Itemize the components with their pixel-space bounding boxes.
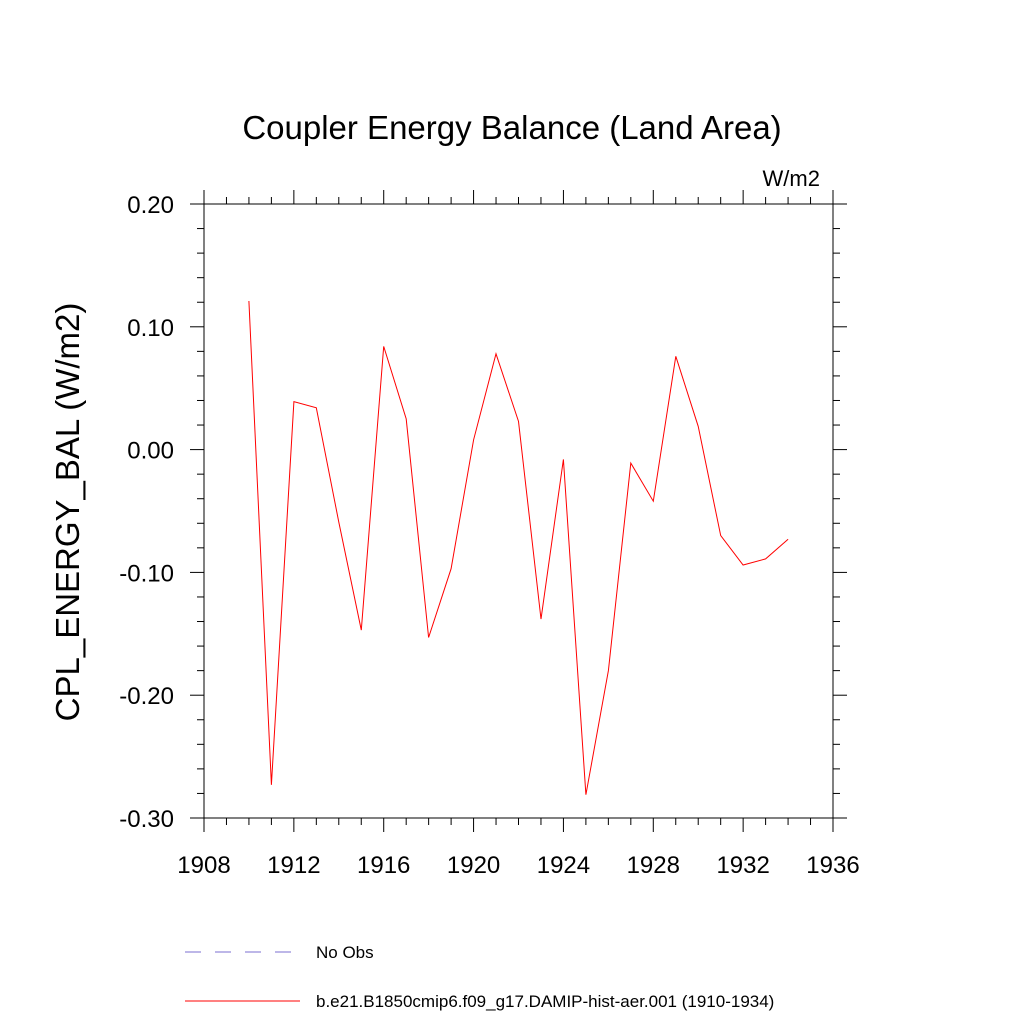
x-tick-label: 1908 [177,852,230,879]
y-tick-label: -0.20 [119,683,174,710]
series-line [248,300,789,795]
x-tick-label: 1916 [357,852,410,879]
axis-ticks: 1908 1912 1916 1920 1924 1928 1932 1936 -0.30 -0.… [119,190,860,879]
x-tick-label: 1912 [267,852,320,879]
legend-label: b.e21.B1850cmip6.f09_g17.DAMIP-hist-aer.… [316,992,774,1011]
y-tick-label: -0.30 [119,806,174,833]
legend: No Obs b.e21.B1850cmip6.f09_g17.DAMIP-his… [185,943,774,1011]
y-axis-label: CPL_ENERGY_BAL (W/m2) [49,303,86,722]
series-lines [248,300,789,795]
units-label: W/m2 [763,166,820,191]
x-tick-label: 1920 [447,852,500,879]
plot-frame [203,203,834,819]
y-tick-label: 0.00 [127,438,174,465]
x-tick-label: 1936 [806,852,859,879]
x-tick-label: 1932 [716,852,769,879]
x-tick-label: 1928 [627,852,680,879]
plot-axes [203,203,834,819]
y-tick-label: -0.10 [119,560,174,587]
y-tick-label: 0.10 [127,315,174,342]
x-tick-label: 1924 [537,852,590,879]
y-tick-label: 0.20 [127,192,174,219]
chart-title: Coupler Energy Balance (Land Area) [242,109,781,146]
legend-label: No Obs [316,943,374,962]
